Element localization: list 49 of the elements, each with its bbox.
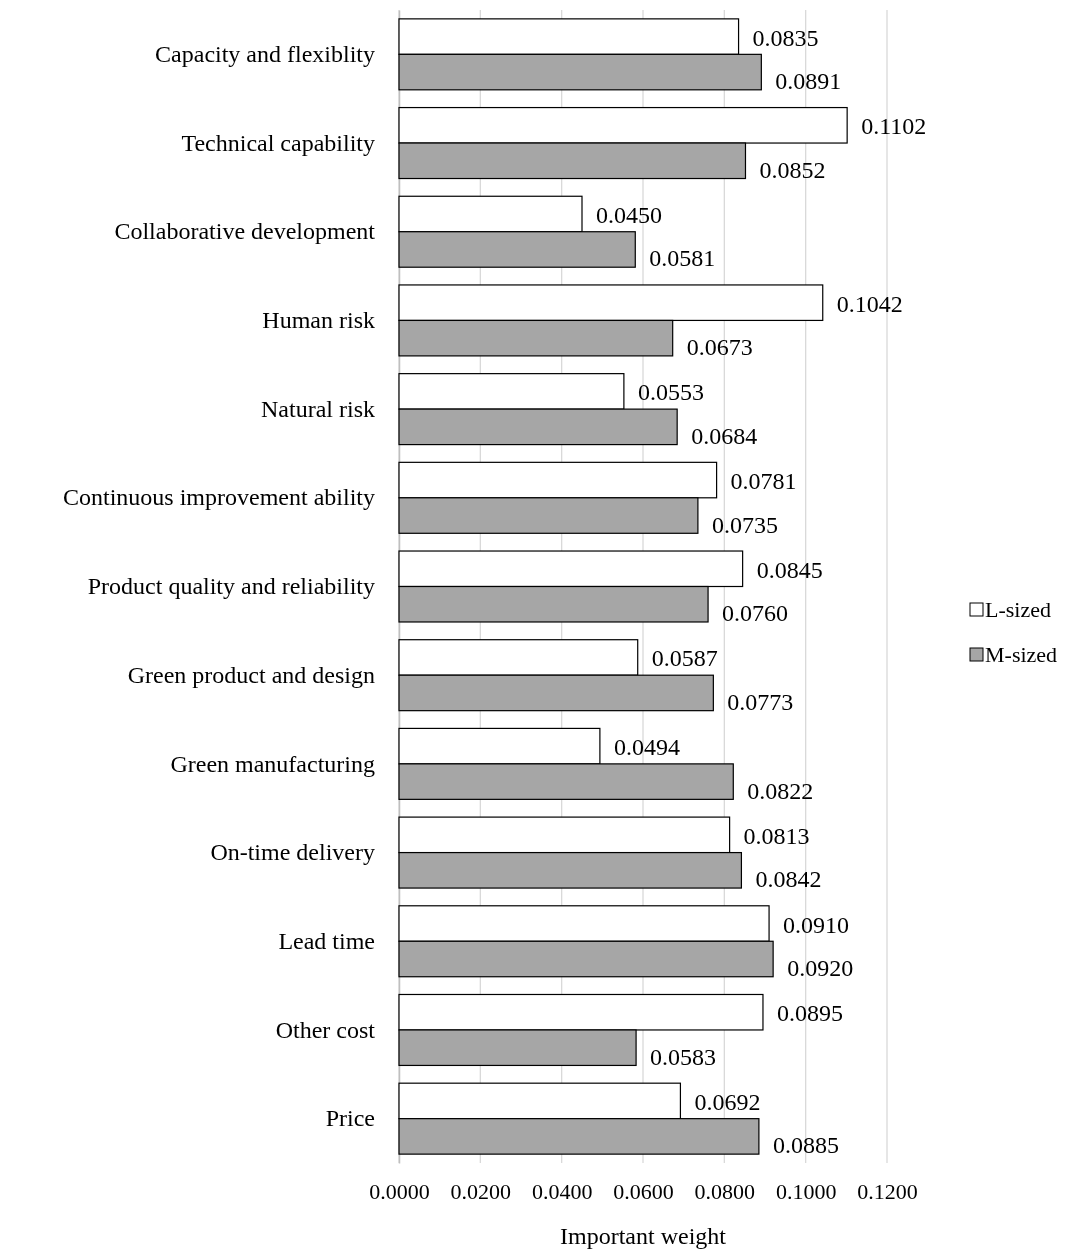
x-axis-title: Important weight [560,1223,727,1249]
data-label: 0.0684 [691,422,758,449]
y-tick-label: Product quality and reliability [87,573,375,600]
data-label: 0.0773 [727,688,794,715]
data-label: 0.0852 [759,156,826,183]
x-tick-label: 0.0600 [613,1178,674,1204]
y-tick-label: Green manufacturing [170,750,375,777]
y-tick-label: Natural risk [261,395,375,422]
y-tick-label: Price [325,1105,375,1132]
y-tick-label: Capacity and flexiblity [155,41,375,68]
x-tick-label: 0.1200 [857,1178,918,1204]
data-label: 0.0835 [752,24,819,51]
data-label: 0.0813 [743,822,810,849]
data-label: 0.0822 [747,777,814,804]
data-label: 0.0842 [755,866,822,893]
data-label: 0.0910 [783,911,850,938]
data-label: 0.0760 [722,600,789,627]
data-label: 0.0891 [775,68,842,95]
data-label: 0.1102 [861,113,927,140]
data-label: 0.0920 [787,955,854,982]
legend-label: L-sized [985,597,1051,622]
data-label: 0.0735 [711,511,778,538]
data-label: 0.0583 [650,1043,717,1070]
data-label: 0.0673 [686,334,753,361]
x-tick-label: 0.0200 [450,1178,512,1204]
x-tick-label: 0.0400 [531,1178,593,1204]
y-tick-label: Human risk [262,307,375,334]
data-label: 0.0885 [772,1132,839,1159]
data-label: 0.0845 [756,556,823,583]
data-label: 0.0450 [596,201,662,228]
y-tick-label: On-time delivery [210,839,375,866]
data-label: 0.1042 [836,290,903,317]
data-label: 0.0581 [649,245,716,272]
x-tick-label: 0.0000 [369,1178,430,1204]
y-tick-label: Technical capability [181,129,375,156]
x-tick-label: 0.0800 [694,1178,756,1204]
data-label: 0.0553 [637,379,704,406]
data-label: 0.0494 [613,734,680,761]
y-tick-label: Other cost [275,1016,376,1043]
y-tick-label: Green product and design [127,661,375,688]
legend-label: M-sized [985,642,1058,667]
data-label: 0.0692 [694,1088,761,1115]
data-label: 0.0587 [651,645,718,672]
y-tick-label: Collaborative development [114,218,376,245]
data-label: 0.0895 [776,1000,843,1027]
y-tick-label: Lead time [278,927,375,954]
x-tick-label: 0.1000 [775,1178,837,1204]
y-tick-label: Continuous improvement ability [63,484,375,511]
data-label: 0.0781 [730,468,797,495]
